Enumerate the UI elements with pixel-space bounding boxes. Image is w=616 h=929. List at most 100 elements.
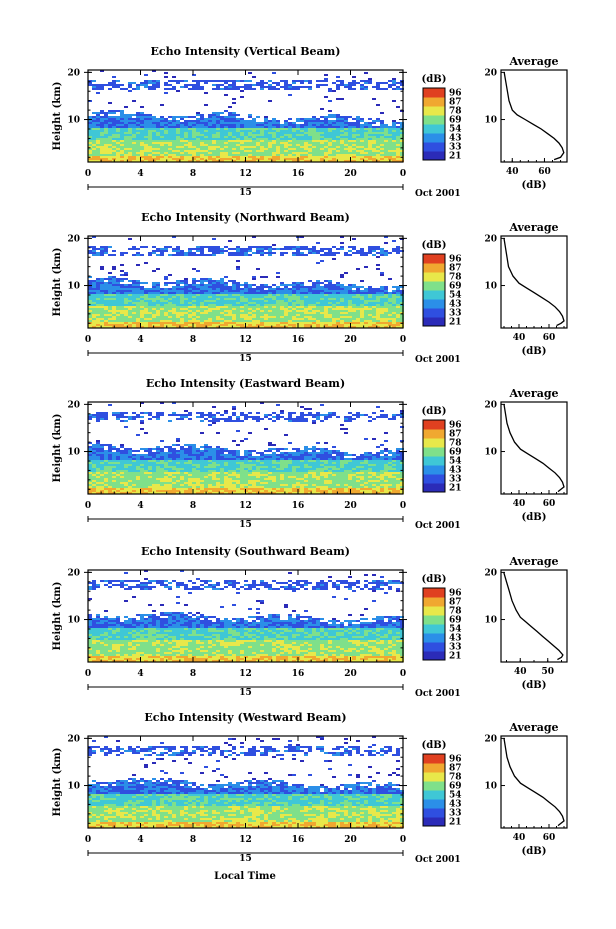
heatmap-cell (208, 288, 212, 290)
heatmap-cell (160, 250, 164, 252)
heatmap-cell (152, 122, 156, 124)
heatmap-cell (100, 150, 104, 152)
heatmap-cell (140, 158, 144, 160)
heatmap-cell (188, 412, 192, 414)
heatmap-cell (364, 326, 368, 328)
heatmap-cell (360, 160, 364, 162)
heatmap-cell (168, 292, 172, 294)
heatmap-cell (124, 450, 128, 452)
heatmap-cell (96, 450, 100, 452)
heatmap-cell (344, 146, 348, 148)
heatmap-cell (220, 302, 224, 304)
heatmap-cell (124, 114, 128, 116)
heatmap-cell (312, 416, 316, 418)
heatmap-cell (220, 312, 224, 314)
heatmap-cell (220, 304, 224, 306)
heatmap-cell (160, 324, 164, 326)
heatmap-cell (140, 294, 144, 296)
heatmap-cell (188, 290, 192, 292)
heatmap-cell (100, 318, 104, 320)
heatmap-cell (340, 140, 344, 142)
heatmap-cell (336, 296, 340, 298)
heatmap-cell (228, 418, 232, 420)
heatmap-cell (396, 150, 400, 152)
heatmap-cell (300, 418, 304, 420)
heatmap-cell (256, 292, 260, 294)
heatmap-cell (136, 112, 140, 114)
heatmap-cell (140, 420, 144, 422)
heatmap-cell (132, 254, 136, 256)
heatmap-cell (380, 252, 384, 254)
heatmap-cell (196, 112, 200, 114)
heatmap-cell (356, 142, 360, 144)
heatmap-cell (288, 300, 292, 302)
profile-x-tick-label: 60 (538, 167, 551, 177)
heatmap-cell (216, 132, 220, 134)
heatmap-cell (352, 324, 356, 326)
heatmap-cell (136, 132, 140, 134)
heatmap-cell (272, 420, 276, 422)
heatmap-cell (184, 324, 188, 326)
heatmap-cell (288, 292, 292, 294)
heatmap-cell (220, 116, 224, 118)
heatmap-cell (96, 456, 100, 458)
heatmap-cell (132, 288, 136, 290)
heatmap-cell (304, 254, 308, 256)
heatmap-cell (156, 126, 160, 128)
heatmap-cell (228, 254, 232, 256)
heatmap-cell (220, 128, 224, 130)
heatmap-cell (296, 416, 300, 418)
heatmap-cell (188, 146, 192, 148)
heatmap-cell (192, 132, 196, 134)
heatmap-cell (188, 132, 192, 134)
heatmap-cell (240, 318, 244, 320)
heatmap-cell (120, 308, 124, 310)
heatmap-cell (328, 126, 332, 128)
heatmap-cell (200, 250, 204, 252)
heatmap-cell (388, 126, 392, 128)
heatmap-cell (124, 154, 128, 156)
heatmap-cell (204, 124, 208, 126)
heatmap-cell (224, 250, 228, 252)
heatmap-cell (132, 320, 136, 322)
heatmap-cell (184, 326, 188, 328)
heatmap-cell (116, 412, 120, 414)
heatmap-cell (116, 448, 120, 450)
heatmap-cell (216, 310, 220, 312)
heatmap-cell (288, 418, 292, 420)
heatmap-cell (88, 160, 92, 162)
heatmap-cell (348, 304, 352, 306)
heatmap-cell (96, 254, 100, 256)
heatmap-cell (200, 144, 204, 146)
heatmap-cell (276, 456, 280, 458)
heatmap-cell (392, 250, 396, 252)
heatmap-cell (148, 298, 152, 300)
heatmap-cell (140, 124, 144, 126)
heatmap-cell (216, 114, 220, 116)
heatmap-cell (104, 454, 108, 456)
heatmap-cell (360, 322, 364, 324)
heatmap-cell (244, 456, 248, 458)
heatmap-cell (92, 414, 96, 416)
heatmap-cell (108, 154, 112, 156)
heatmap-cell (104, 132, 108, 134)
heatmap-cell (112, 308, 116, 310)
heatmap-cell (128, 416, 132, 418)
heatmap-cell (396, 316, 400, 318)
heatmap-cell (272, 284, 276, 286)
heatmap-cell (396, 248, 400, 250)
heatmap-cell (112, 144, 116, 146)
heatmap-cell (316, 318, 320, 320)
heatmap-cell (228, 160, 232, 162)
heatmap-cell (388, 314, 392, 316)
heatmap-cell (136, 314, 140, 316)
heatmap-cell (320, 298, 324, 300)
heatmap-cell (92, 146, 96, 148)
heatmap-cell (292, 142, 296, 144)
heatmap-cell (372, 310, 376, 312)
heatmap-cell (368, 286, 372, 288)
colorbar-segment (423, 106, 445, 116)
heatmap-cell (212, 456, 216, 458)
heatmap-cell (104, 314, 108, 316)
heatmap-cell (268, 120, 272, 122)
